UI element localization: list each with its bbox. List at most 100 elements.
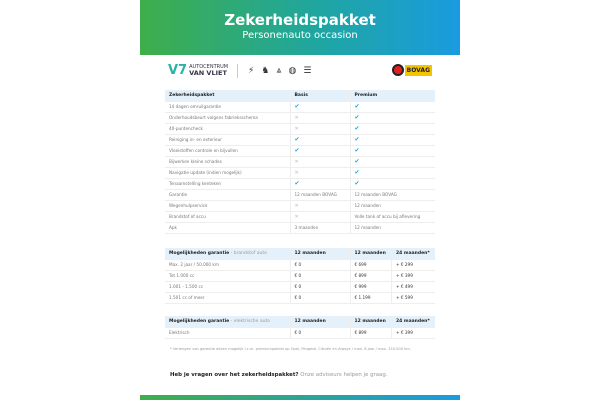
- table-cell: ✔: [349, 101, 435, 113]
- table-cell: Mogelijkheden garantie - elektrische aut…: [165, 316, 290, 328]
- cross-icon: ✕: [294, 158, 299, 165]
- package-table: Zekerheidspakket Basis Premium 14 dagen omr…: [165, 90, 435, 234]
- table-cell: € 1.199: [349, 292, 392, 304]
- check-icon: ✔: [294, 180, 300, 187]
- cross-icon: ✕: [294, 213, 299, 220]
- table-row: Garantie 12 maanden BOVAG 12 maanden BOVAG: [165, 189, 435, 201]
- table-cell: ✕: [289, 123, 350, 135]
- table-cell: + € 399: [391, 327, 435, 339]
- table-cell: Onderhoudsbeurt volgens fabrieksschema: [165, 112, 290, 124]
- table-cell: 1.501 cc of meer: [165, 292, 290, 304]
- table-cell: 14 dagen omruilgarantie: [165, 101, 290, 113]
- table-row: Reiniging in- en exterieur ✔ ✔: [165, 134, 435, 146]
- table-cell: 12 maanden BOVAG: [349, 189, 435, 201]
- table-cell: 24 maanden*: [391, 316, 435, 328]
- table-cell: Garantie: [165, 189, 290, 201]
- dealer-logo: V7 AUTOCENTRUM VAN VLIET: [168, 62, 229, 78]
- electric-warranty-table: Mogelijkheden garantie - elektrische aut…: [165, 316, 435, 339]
- check-icon: ✔: [354, 169, 360, 176]
- check-icon: ✔: [354, 125, 360, 132]
- table-cell: 1.001 - 1.500 cc: [165, 281, 290, 293]
- table-header-row: Mogelijkheden garantie - brandstof auto 1…: [165, 248, 435, 260]
- table-cell: ✕: [289, 200, 350, 212]
- table-cell: ✕: [289, 167, 350, 179]
- table-cell: Vloeistoffen controle en bijvullen: [165, 145, 290, 157]
- header-banner: Zekerheidspakket Personenauto occasion: [140, 0, 460, 55]
- check-icon: ✔: [354, 136, 360, 143]
- divider: [237, 64, 238, 78]
- table-row: Brandstof of accu ✕ Volle tank of accu bij…: [165, 211, 435, 223]
- check-icon: ✔: [294, 136, 300, 143]
- table-cell: Wegenhulpservice: [165, 200, 290, 212]
- check-icon: ✔: [354, 103, 360, 110]
- cross-icon: ✕: [294, 125, 299, 132]
- page-title: Zekerheidspakket: [224, 11, 376, 29]
- footnote: * Verlengen van garantie alleen mogelijk…: [170, 347, 411, 351]
- contact-question: Heb je vragen over het zekerheidspakket?…: [170, 372, 388, 378]
- check-icon: ✔: [354, 114, 360, 121]
- table-cell: Elektrisch: [165, 327, 290, 339]
- table-cell: ✔: [349, 112, 435, 124]
- table-cell: Premium: [349, 90, 435, 102]
- table-cell: Basis: [289, 90, 350, 102]
- table-cell: 40-puntencheck: [165, 123, 290, 135]
- table-cell: € 0: [289, 281, 350, 293]
- table-row: Tenaamstelling kenteken ✔ ✔: [165, 178, 435, 190]
- table-row: Max. 2 jaar / 50.000 km € 0 € 699 + € 299: [165, 259, 435, 271]
- table-cell: Apk: [165, 222, 290, 234]
- table-row: Bijwerken kleine schades ✕ ✔: [165, 156, 435, 168]
- table-cell: € 0: [289, 259, 350, 271]
- page-subtitle: Personenauto occasion: [242, 30, 358, 41]
- table-cell: + € 399: [391, 270, 435, 282]
- table-cell: + € 299: [391, 259, 435, 271]
- check-icon: ✔: [294, 103, 300, 110]
- table-cell: Volle tank of accu bij aflevering: [349, 211, 435, 223]
- table-cell: 3 maanden: [289, 222, 350, 234]
- table-cell: 12 maanden BOVAG: [289, 189, 350, 201]
- table-cell: 12 maanden: [289, 248, 350, 260]
- footer-bar: [140, 395, 460, 400]
- bovag-logo: BOVAG: [391, 64, 432, 76]
- table-cell: ✔: [289, 178, 350, 190]
- check-icon: ✔: [354, 147, 360, 154]
- fuel-warranty-table: Mogelijkheden garantie - brandstof auto 1…: [165, 248, 435, 304]
- check-icon: ✔: [354, 158, 360, 165]
- table-cell: 12 maanden: [349, 200, 435, 212]
- table-cell: 12 maanden: [289, 316, 350, 328]
- table-row: Elektrisch € 0 € 899 + € 399: [165, 327, 435, 339]
- table-cell: ✔: [289, 134, 350, 146]
- table-cell: ✔: [349, 156, 435, 168]
- ds-logo-icon: ◍: [288, 66, 297, 76]
- table-cell: + € 599: [391, 292, 435, 304]
- table-row: Vloeistoffen controle en bijvullen ✔ ✔: [165, 145, 435, 157]
- table-row: Navigatie update (indien mogelijk) ✕ ✔: [165, 167, 435, 179]
- table-cell: Max. 2 jaar / 50.000 km: [165, 259, 290, 271]
- table-cell: Bijwerken kleine schades: [165, 156, 290, 168]
- always-logo-icon: ☰: [303, 66, 312, 76]
- peugeot-logo-icon: ♞: [261, 66, 270, 76]
- table-header-row: Zekerheidspakket Basis Premium: [165, 90, 435, 102]
- table-cell: Tot 1.000 cc: [165, 270, 290, 282]
- table-cell: Tenaamstelling kenteken: [165, 178, 290, 190]
- table-cell: Mogelijkheden garantie - brandstof auto: [165, 248, 290, 260]
- table-cell: € 899: [349, 270, 392, 282]
- cross-icon: ✕: [294, 202, 299, 209]
- check-icon: ✔: [294, 147, 300, 154]
- table-row: 1.001 - 1.500 cc € 0 € 999 + € 499: [165, 281, 435, 293]
- table-cell: 12 maanden: [349, 248, 392, 260]
- table-cell: ✔: [289, 145, 350, 157]
- table-cell: € 899: [349, 327, 392, 339]
- page: Zekerheidspakket Personenauto occasion V…: [140, 0, 460, 400]
- table-row: Onderhoudsbeurt volgens fabrieksschema ✕ ✔: [165, 112, 435, 124]
- check-icon: ✔: [354, 180, 360, 187]
- table-cell: 12 maanden: [349, 222, 435, 234]
- table-row: Tot 1.000 cc € 0 € 899 + € 399: [165, 270, 435, 282]
- table-cell: ✕: [289, 112, 350, 124]
- table-cell: Brandstof of accu: [165, 211, 290, 223]
- table-cell: 12 maanden: [349, 316, 392, 328]
- table-cell: ✔: [349, 178, 435, 190]
- brand-logos: ⚡ ♞ ⩓ ◍ ☰: [248, 66, 311, 76]
- table-cell: € 0: [289, 292, 350, 304]
- table-cell: ✔: [349, 134, 435, 146]
- table-header-row: Mogelijkheden garantie - elektrische aut…: [165, 316, 435, 328]
